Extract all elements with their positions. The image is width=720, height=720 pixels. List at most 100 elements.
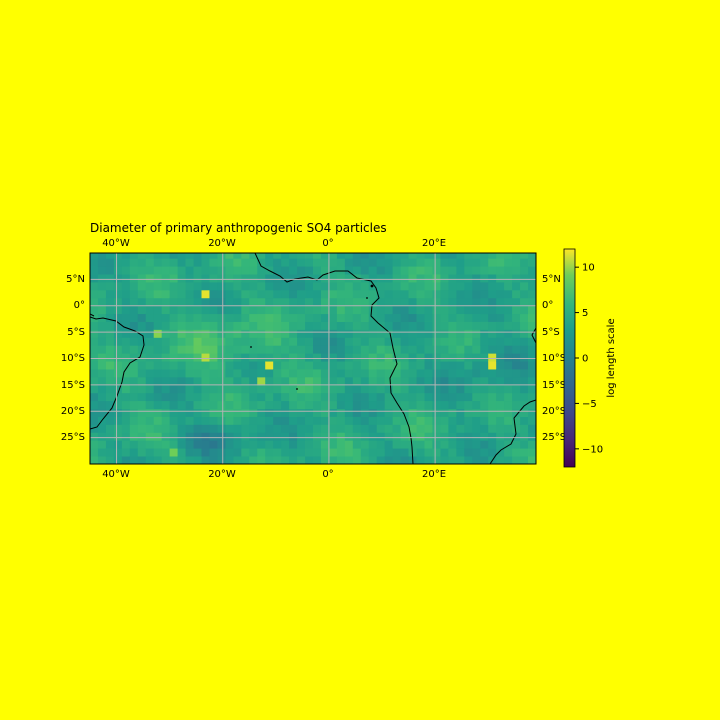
raster-cell <box>472 440 481 449</box>
raster-cell <box>289 448 298 457</box>
raster-cell <box>105 289 115 299</box>
raster-cell <box>289 456 298 464</box>
raster-cell <box>121 297 131 307</box>
raster-cell <box>416 329 425 338</box>
raster-cell <box>448 392 457 402</box>
raster-cell <box>424 408 433 417</box>
raster-cell <box>289 384 298 394</box>
raster-cell <box>249 337 258 346</box>
raster-cell <box>273 369 282 378</box>
raster-cell <box>233 282 242 291</box>
raster-cell <box>328 448 338 457</box>
raster-cell <box>209 305 218 315</box>
raster-cell <box>297 289 306 299</box>
raster-cell <box>201 258 210 267</box>
raster-cell <box>201 274 210 283</box>
raster-cell <box>408 337 417 346</box>
raster-cell <box>257 361 266 370</box>
raster-cell <box>392 289 401 299</box>
raster-cell <box>344 384 354 394</box>
raster-cell <box>384 305 394 315</box>
raster-cell <box>488 329 497 338</box>
raster-cell <box>416 376 425 386</box>
raster-cell <box>360 416 370 425</box>
raster-cell <box>520 432 529 441</box>
raster-cell <box>376 400 386 410</box>
raster-cell <box>432 266 441 275</box>
raster-cell <box>305 337 314 346</box>
raster-cell <box>273 376 282 386</box>
raster-cell <box>464 456 473 464</box>
lat-label-left: 25°S <box>61 432 85 443</box>
raster-cell <box>193 361 202 370</box>
raster-cell <box>472 392 481 402</box>
raster-cell <box>257 384 266 394</box>
raster-cell <box>273 353 282 362</box>
raster-cell <box>177 266 186 275</box>
raster-cell <box>129 456 139 464</box>
raster-cell <box>177 258 186 267</box>
raster-cell <box>90 305 99 315</box>
raster-cell <box>336 353 346 362</box>
raster-cell <box>137 369 147 378</box>
raster-cell <box>313 392 322 402</box>
raster-cell <box>520 274 529 283</box>
raster-cell <box>416 253 425 259</box>
raster-cell <box>496 253 505 259</box>
raster-cell <box>352 321 362 330</box>
raster-cell <box>113 353 123 362</box>
lat-label-right: 15°S <box>542 380 566 391</box>
raster-cell <box>504 361 513 370</box>
raster-cell <box>400 384 409 394</box>
raster-cell <box>496 297 505 307</box>
lat-label-right: 20°S <box>542 406 566 417</box>
raster-cell <box>201 253 210 259</box>
raster-cell <box>113 384 123 394</box>
raster-cell <box>376 448 386 457</box>
raster-cell <box>408 392 417 402</box>
raster-cell <box>313 297 322 307</box>
raster-cell <box>177 416 186 425</box>
raster-cell <box>185 258 194 267</box>
raster-cell <box>352 361 362 370</box>
raster-cell <box>352 289 362 299</box>
raster-cell <box>488 321 497 330</box>
raster-cell <box>185 361 194 370</box>
raster-cell <box>225 353 234 362</box>
raster-cell <box>504 313 513 322</box>
raster-cell <box>320 266 330 275</box>
raster-cell <box>400 440 409 449</box>
raster-cell <box>528 274 536 283</box>
raster-cell <box>129 376 139 386</box>
raster-cell <box>504 408 513 417</box>
raster-cell <box>113 321 123 330</box>
raster-cell <box>328 274 338 283</box>
raster-cell <box>313 424 322 433</box>
raster-cell <box>121 305 131 315</box>
raster-cell <box>368 424 378 433</box>
raster-cell <box>400 448 409 457</box>
raster-cell <box>289 282 298 291</box>
raster-cell <box>297 305 306 315</box>
raster-cell <box>432 384 441 394</box>
raster-cell <box>105 456 115 464</box>
raster-cell <box>360 376 370 386</box>
raster-cell <box>313 305 322 315</box>
raster-cell <box>328 376 338 386</box>
raster-cell <box>90 297 99 307</box>
raster-cell <box>512 448 521 457</box>
raster-cell <box>416 448 425 457</box>
raster-cell <box>225 258 234 267</box>
raster-cell <box>113 361 123 370</box>
raster-cell <box>440 424 449 433</box>
raster-cell <box>193 282 202 291</box>
raster-cell <box>456 416 465 425</box>
raster-cell <box>392 376 401 386</box>
raster-cell <box>113 297 123 307</box>
raster-cell <box>456 456 465 464</box>
raster-cell <box>249 297 258 307</box>
raster-cell <box>169 289 178 299</box>
raster-cell <box>97 456 107 464</box>
raster-cell <box>249 266 258 275</box>
raster-cell <box>376 353 386 362</box>
